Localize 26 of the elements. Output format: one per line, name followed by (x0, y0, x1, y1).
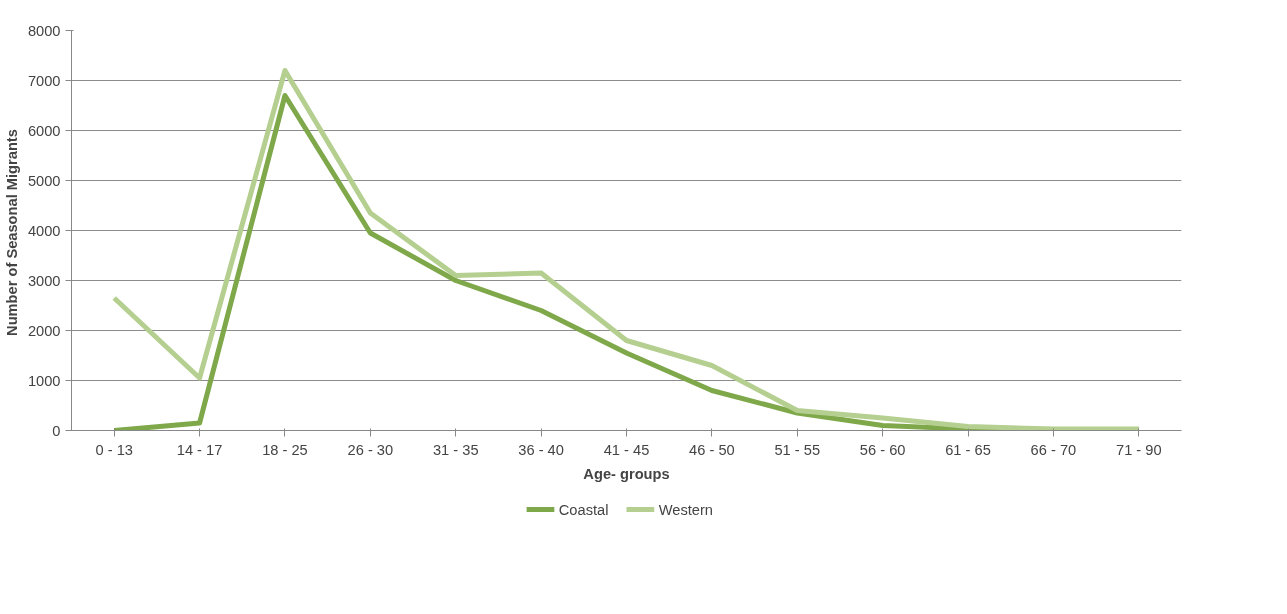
x-tick-label: 26 - 30 (347, 441, 394, 458)
y-axis-title: Number of Seasonal Migrants (3, 129, 20, 336)
y-tick-label: 6000 (27, 122, 61, 139)
x-tick-label: 0 - 13 (95, 441, 133, 458)
x-axis-title: Age- groups (583, 465, 670, 482)
x-tick-label: 36 - 40 (518, 441, 564, 458)
x-tick-label: 46 - 50 (689, 441, 735, 458)
y-tick-label: 5000 (27, 172, 61, 189)
x-tick-label: 41 - 45 (603, 441, 650, 458)
legend-label: Western (658, 501, 713, 518)
y-tick-label: 4000 (27, 222, 61, 239)
legend-label: Coastal (558, 501, 609, 518)
y-tick-label: 3000 (27, 272, 61, 289)
x-tick-label: 14 - 17 (176, 441, 223, 458)
x-tick-label: 56 - 60 (859, 441, 906, 458)
x-tick-label: 61 - 65 (945, 441, 991, 458)
x-tick-label: 18 - 25 (262, 441, 308, 458)
x-tick-label: 66 - 70 (1030, 441, 1077, 458)
y-tick-label: 8000 (27, 22, 61, 39)
y-tick-label: 1000 (27, 372, 61, 389)
x-tick-label: 71 - 90 (1115, 441, 1162, 458)
x-tick-label: 31 - 35 (432, 441, 479, 458)
y-tick-label: 2000 (27, 322, 61, 339)
y-tick-label: 7000 (27, 72, 61, 89)
y-tick-label: 0 (52, 422, 61, 439)
x-tick-label: 51 - 55 (774, 441, 821, 458)
